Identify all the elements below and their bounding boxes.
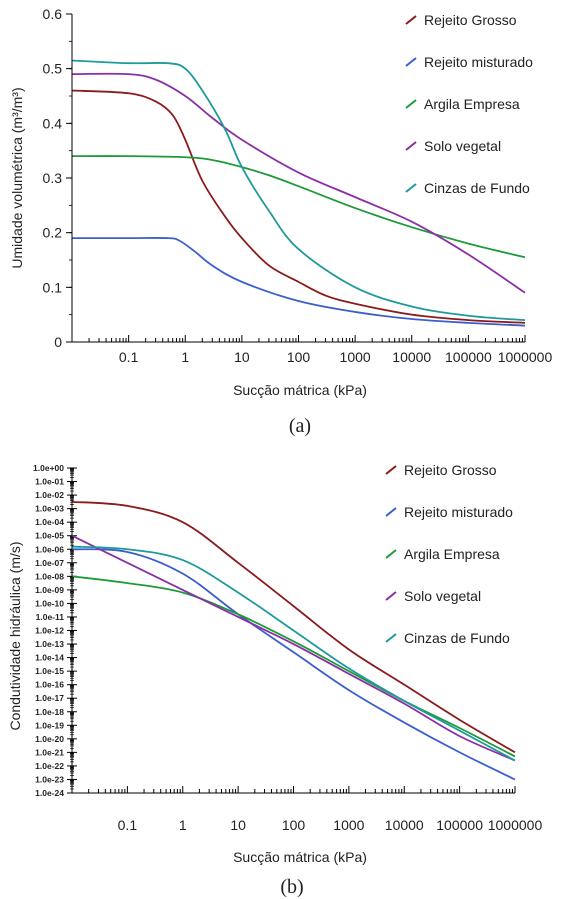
y-tick-label: 0.3 [43,170,63,186]
y-tick-label: 1.0e-09 [35,585,64,595]
panel-b-x-axis-label: Sucção mátrica (kPa) [233,849,367,865]
y-tick-label: 1.0e-07 [35,558,64,568]
x-tick-label: 1000 [333,817,364,833]
y-tick-label: 1.0e-04 [35,517,64,527]
panel-b-ticks: 0.1 1 10 100 1000 10000 100000 1000000 1.0e+00 1.… [33,463,542,833]
legend-label-argila-empresa: Argila Empresa [424,96,520,112]
y-tick-label: 1.0e-22 [35,761,64,771]
panel-a-x-axis-label: Sucção mátrica (kPa) [233,382,367,398]
legend-label-cinzas-de-fundo: Cinzas de Fundo [404,630,510,646]
series-line-argila-empresa [71,155,526,259]
panel-a-axes [71,14,525,343]
y-tick-label: 1.0e-02 [35,490,64,500]
y-tick-label: 0 [54,334,62,350]
legend-swatch-rejeito-grosso [405,15,417,25]
y-tick-label: 0.4 [43,115,63,131]
legend-swatch-rejeito-misturado [385,507,397,517]
panel-b-hydraulic-conductivity: 0.1 1 10 100 1000 10000 100000 1000000 1.0e+00 1.… [7,462,542,898]
legend-swatch-rejeito-grosso [385,465,397,475]
legend-label-argila-empresa: Argila Empresa [404,546,500,562]
x-tick-label: 1000 [340,349,371,365]
x-tick-label: 100 [287,349,311,365]
legend-swatch-cinzas-de-fundo [405,183,417,193]
series-line-rejeito-misturado [72,237,526,327]
legend-swatch-cinzas-de-fundo [385,633,397,643]
legend-label-solo-vegetal: Solo vegetal [404,588,481,604]
y-tick-label: 1.0e-13 [35,639,64,649]
legend-swatch-argila-empresa [405,99,417,109]
series-line-solo-vegetal [71,72,526,294]
legend-swatch-solo-vegetal [385,591,397,601]
legend-label-cinzas-de-fundo: Cinzas de Fundo [424,180,530,196]
y-tick-label: 0.5 [43,61,63,77]
series-line-rejeito-grosso [71,500,516,754]
y-tick-label: 0.1 [43,279,63,295]
y-tick-label: 1.0e-24 [35,788,64,798]
y-tick-label: 1.0e-23 [35,774,64,784]
x-tick-label: 1 [181,349,189,365]
x-tick-label: 10000 [392,349,431,365]
y-tick-label: 1.0e-05 [35,531,64,541]
x-tick-label: 100000 [436,817,483,833]
legend-label-rejeito-grosso: Rejeito Grosso [404,462,497,478]
y-tick-label: 1.0e+00 [33,463,64,473]
series-line-rejeito-grosso [71,89,526,324]
y-tick-label: 1.0e-06 [35,544,64,554]
series-line-solo-vegetal [71,534,516,762]
legend-swatch-solo-vegetal [405,141,417,151]
y-tick-label: 0.6 [43,6,63,22]
panel-b-legend: Rejeito Grosso Rejeito misturado Argila Em… [385,462,513,646]
legend-label-rejeito-misturado: Rejeito misturado [404,504,513,520]
x-tick-label: 100000 [445,349,492,365]
x-tick-label: 1000000 [498,349,553,365]
y-tick-label: 1.0e-19 [35,720,64,730]
panel-a-series [71,59,526,327]
x-tick-label: 10 [230,817,246,833]
x-tick-label: 1 [179,817,187,833]
y-tick-label: 1.0e-10 [35,598,64,608]
y-tick-label: 1.0e-08 [35,571,64,581]
legend-label-rejeito-grosso: Rejeito Grosso [424,12,517,28]
y-tick-label: 1.0e-20 [35,734,64,744]
y-tick-label: 1.0e-15 [35,666,64,676]
y-tick-label: 1.0e-18 [35,707,64,717]
series-line-cinzas-de-fundo [71,59,526,322]
panel-b-y-axis-label: Condutividade hidráulica (m/s) [7,541,23,730]
panel-a-ticks: 0.1 1 10 100 1000 10000 100000 1000000 0 0.1 0.2 0.… [43,6,553,365]
panel-a-caption: (a) [289,415,311,437]
panel-b-series [71,500,516,781]
legend-swatch-argila-empresa [385,549,397,559]
y-tick-label: 1.0e-17 [35,693,64,703]
y-tick-label: 1.0e-21 [35,747,64,757]
x-tick-label: 0.1 [118,817,138,833]
panel-a-water-retention: 0.1 1 10 100 1000 10000 100000 1000000 0 0.1 0.2 0.… [9,6,552,437]
x-tick-label: 0.1 [119,349,139,365]
panel-a-y-axis-label: Umidade volumétrica (m³/m³) [9,87,25,268]
y-tick-label: 0.2 [43,225,63,241]
series-line-argila-empresa [71,575,516,758]
legend-swatch-rejeito-misturado [405,57,417,67]
y-tick-label: 1.0e-01 [35,477,64,487]
legend-label-rejeito-misturado: Rejeito misturado [424,54,533,70]
x-tick-label: 10000 [385,817,424,833]
y-tick-label: 1.0e-16 [35,680,64,690]
x-tick-label: 10 [234,349,250,365]
legend-label-solo-vegetal: Solo vegetal [424,138,501,154]
series-line-rejeito-misturado [71,548,516,781]
panel-a-legend: Rejeito Grosso Rejeito misturado Argila Em… [405,12,533,196]
x-tick-label: 1000000 [488,817,543,833]
panel-b-caption: (b) [280,876,303,898]
series-line-cinzas-de-fundo [71,545,516,762]
y-tick-label: 1.0e-12 [35,626,64,636]
panel-b-axes [71,468,515,794]
y-tick-label: 1.0e-14 [35,653,64,663]
x-tick-label: 100 [282,817,306,833]
y-tick-label: 1.0e-03 [35,504,64,514]
y-tick-label: 1.0e-11 [36,612,65,622]
